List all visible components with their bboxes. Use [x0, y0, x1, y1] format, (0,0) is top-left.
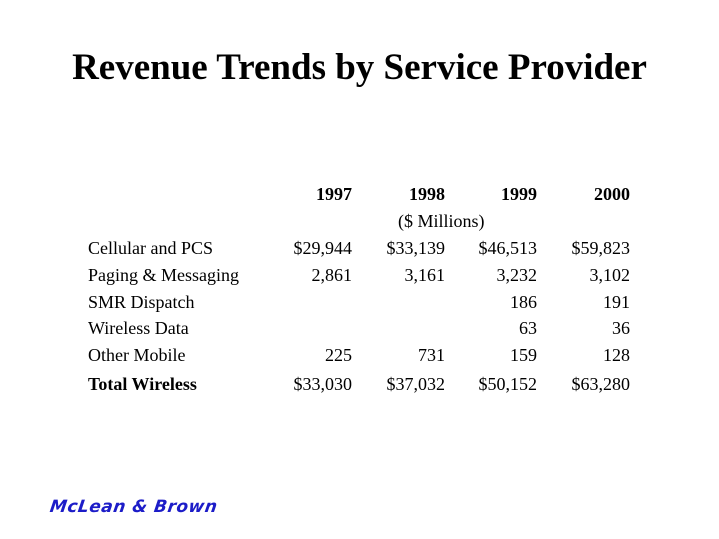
company-logo: McLean & Brown — [48, 497, 219, 517]
cell-2000: 36 — [612, 318, 630, 339]
cell-1998: 3,161 — [404, 264, 446, 285]
year-header-1997: 1997 — [316, 184, 352, 204]
year-header-1999: 1999 — [501, 184, 537, 204]
slide-title: Revenue Trends by Service Provider — [72, 47, 647, 88]
total-1999: $50,152 — [478, 373, 538, 394]
row-label: SMR Dispatch — [88, 291, 195, 312]
table-row: SMR Dispatch 186 191 — [88, 291, 636, 318]
row-label: Other Mobile — [88, 345, 186, 366]
row-label: Cellular and PCS — [88, 238, 213, 258]
year-header-2000: 2000 — [594, 184, 630, 204]
cell-1999: $46,513 — [478, 238, 538, 258]
cell-1999: 186 — [510, 291, 537, 312]
total-label: Total Wireless — [88, 373, 197, 394]
units-label: ($ Millions) — [398, 211, 485, 231]
cell-1999: 3,232 — [496, 264, 538, 285]
total-1997: $33,030 — [293, 373, 353, 394]
table-row: Cellular and PCS $29,944 $33,139 $46,513… — [88, 237, 636, 264]
row-label: Paging & Messaging — [88, 264, 239, 285]
cell-1998: $33,139 — [386, 238, 446, 258]
total-1998: $37,032 — [386, 373, 446, 394]
year-header-row: 1997 1998 1999 2000 — [88, 183, 636, 210]
cell-2000: 191 — [603, 291, 630, 312]
cell-2000: 128 — [603, 345, 630, 366]
table-row: Paging & Messaging 2,861 3,161 3,232 3,1… — [88, 264, 636, 291]
revenue-table: 1997 1998 1999 2000 ($ Millions) Cellula… — [88, 183, 636, 401]
table-row: Wireless Data 63 36 — [88, 317, 636, 344]
cell-2000: 3,102 — [589, 264, 631, 285]
total-2000: $63,280 — [571, 373, 631, 394]
cell-1999: 159 — [510, 345, 537, 366]
cell-1997: $29,944 — [293, 238, 353, 258]
units-row: ($ Millions) — [88, 210, 636, 237]
cell-2000: $59,823 — [571, 238, 631, 258]
cell-1999: 63 — [519, 318, 537, 339]
cell-1998: 731 — [418, 345, 445, 366]
total-row: Total Wireless $33,030 $37,032 $50,152 $… — [88, 371, 636, 401]
cell-1997: 2,861 — [311, 264, 353, 285]
cell-1997: 225 — [325, 345, 352, 366]
table-row: Other Mobile 225 731 159 128 — [88, 344, 636, 371]
row-label: Wireless Data — [88, 318, 189, 339]
year-header-1998: 1998 — [409, 184, 445, 204]
